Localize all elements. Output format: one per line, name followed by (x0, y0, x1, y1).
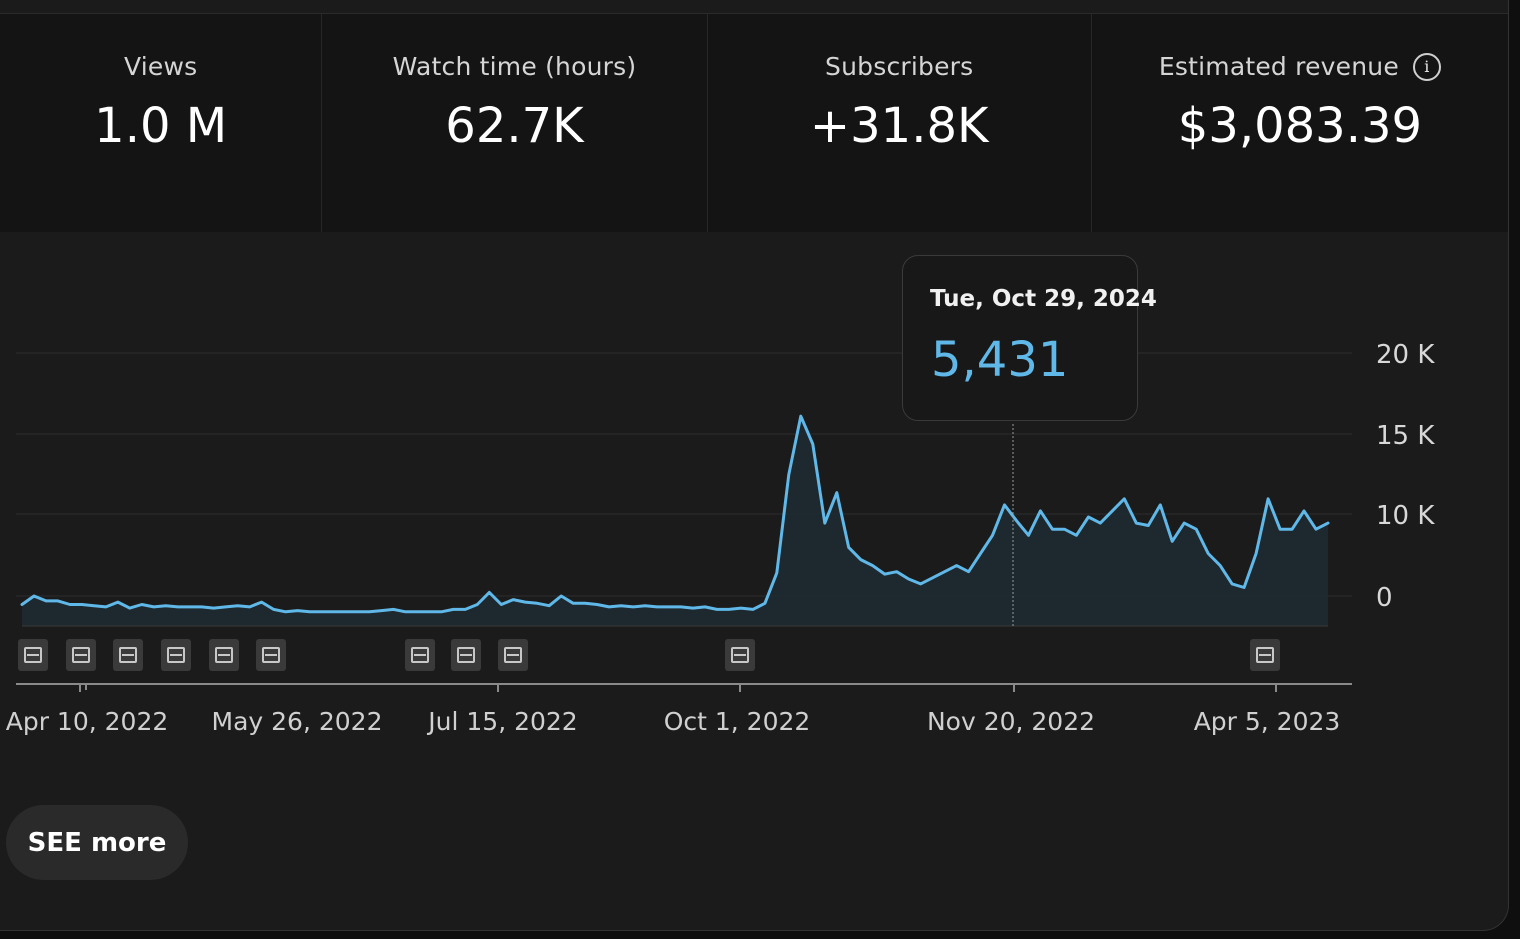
chart-tooltip: Tue, Oct 29, 2024 5,431 (902, 255, 1157, 421)
info-icon[interactable]: i (1412, 53, 1441, 81)
video-marker-icon[interactable] (256, 639, 286, 671)
views-chart[interactable]: 20 K 15 K 10 K 0 Apr 10, 2022 May 26, 2022 Jul… (0, 232, 1508, 792)
metric-views[interactable]: Views 1.0 M (0, 14, 323, 232)
y-tick-label: 10 K (1376, 501, 1435, 531)
video-marker-icon[interactable] (725, 639, 755, 671)
y-tick-label: 15 K (1376, 421, 1435, 451)
video-marker-icon[interactable] (405, 639, 435, 671)
y-tick-label: 0 (1376, 583, 1393, 613)
metric-label: Watch time (hours) (392, 52, 637, 81)
video-marker-icon[interactable] (113, 639, 143, 671)
video-marker-icon[interactable] (161, 639, 191, 671)
tooltip-value: 5,431 (931, 332, 1069, 388)
top-divider (0, 13, 1508, 14)
metric-estimated-revenue[interactable]: Estimated revenue i $3,083.39 (1092, 14, 1508, 232)
x-tick-label: Jul 15, 2022 (426, 707, 577, 736)
views-series-line (20, 414, 1330, 614)
x-tick-label: Apr 5, 2023 (1194, 707, 1341, 736)
video-marker-icon[interactable] (1250, 639, 1280, 671)
metric-watch-time[interactable]: Watch time (hours) 62.7K (322, 14, 708, 232)
metric-value: 1.0 M (94, 98, 228, 154)
x-tick-label: Apr 10, 2022 (6, 707, 169, 736)
metric-value: $3,083.39 (1177, 98, 1423, 154)
x-tick-label: Nov 20, 2022 (927, 707, 1095, 736)
chart-area (22, 416, 1328, 626)
see-more-button[interactable]: SEE more (6, 805, 188, 880)
metric-label-text: Estimated revenue (1158, 52, 1399, 81)
x-tick-label: May 26, 2022 (212, 707, 383, 736)
video-marker-icon[interactable] (66, 639, 96, 671)
video-marker-icon[interactable] (451, 639, 481, 671)
metric-value: 62.7K (445, 98, 584, 154)
video-marker-icon[interactable] (209, 639, 239, 671)
video-marker-icon[interactable] (498, 639, 528, 671)
metric-value: +31.8K (809, 98, 989, 154)
metric-label: Subscribers (825, 52, 974, 81)
video-marker-icon[interactable] (18, 639, 48, 671)
metric-label: Views (124, 52, 198, 81)
y-tick-label: 20 K (1376, 340, 1435, 370)
x-tick-label: Oct 1, 2022 (664, 707, 811, 736)
tooltip-date: Tue, Oct 29, 2024 (930, 286, 1157, 312)
metric-label: Estimated revenue i (1092, 52, 1508, 81)
metric-subscribers[interactable]: Subscribers +31.8K (708, 14, 1092, 232)
metrics-row: Views 1.0 M Watch time (hours) 62.7K Sub… (0, 14, 1508, 232)
